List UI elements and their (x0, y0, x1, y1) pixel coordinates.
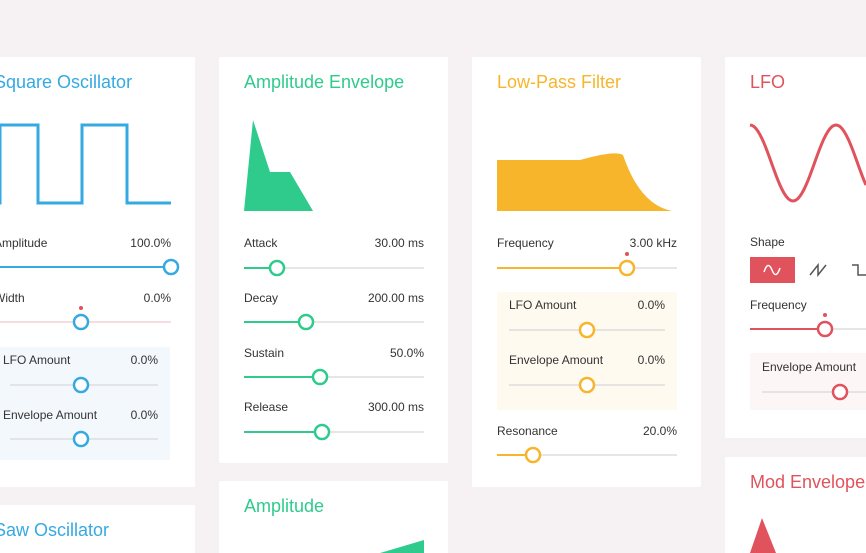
card (472, 57, 701, 487)
slider-knob[interactable] (268, 259, 286, 277)
mod-panel (750, 353, 866, 410)
card-title: Amplitude (244, 496, 324, 516)
control-value: 3.00 kHz (630, 236, 677, 250)
slider-knob[interactable] (72, 376, 90, 394)
slider-knob[interactable] (618, 259, 636, 277)
slider-knob[interactable] (578, 321, 596, 339)
control-value: 100.0% (130, 236, 171, 250)
control-label: Resonance (497, 424, 558, 438)
slider-knob[interactable] (311, 368, 329, 386)
control-value: 0.0% (144, 291, 172, 305)
card-title: Square Oscillator (0, 72, 132, 92)
control-label: Frequency (750, 298, 807, 312)
mod-envelope-shape (750, 518, 776, 553)
control-value: 0.0% (131, 408, 159, 422)
control-label: LFO Amount (3, 353, 71, 367)
control-label: Envelope Amount (509, 353, 604, 367)
control-label: Envelope Amount (762, 360, 857, 374)
control-value: 300.00 ms (368, 400, 424, 414)
card-title: LFO (750, 72, 785, 92)
control-value: 30.00 ms (375, 236, 424, 250)
control-value: 20.0% (643, 424, 677, 438)
mod-dot (625, 252, 629, 256)
square-wave (0, 123, 171, 205)
slider-knob[interactable] (578, 376, 596, 394)
mod-dot (79, 306, 83, 310)
card (0, 505, 195, 553)
lfo-wave (749, 123, 866, 203)
shape-button[interactable] (840, 257, 866, 283)
control-label: Frequency (497, 236, 554, 250)
slider-knob[interactable] (524, 446, 542, 464)
control-value: 0.0% (638, 298, 666, 312)
control-label: Shape (750, 235, 785, 249)
control-label: Attack (244, 236, 278, 250)
control-label: Sustain (244, 346, 284, 360)
saw-icon (809, 262, 827, 278)
card-title: Mod Envelope (750, 472, 865, 492)
control-value: 0.0% (131, 353, 159, 367)
slider-knob[interactable] (72, 313, 90, 331)
envelope-shape (244, 120, 313, 211)
sine-icon (763, 264, 781, 276)
control-label: Amplitude (0, 236, 48, 250)
control-label: Release (244, 400, 288, 414)
card (725, 57, 866, 438)
card-title: Low-Pass Filter (497, 72, 621, 92)
slider-knob[interactable] (313, 423, 331, 441)
card (219, 57, 448, 463)
slider-knob[interactable] (831, 383, 849, 401)
filter-shape (497, 153, 672, 211)
control-value: 50.0% (390, 346, 424, 360)
card-title: Saw Oscillator (0, 520, 109, 540)
control-label: Envelope Amount (3, 408, 98, 422)
control-label: LFO Amount (509, 298, 577, 312)
amplitude-shape (380, 540, 424, 553)
control-value: 0.0% (638, 353, 666, 367)
slider-knob[interactable] (816, 320, 834, 338)
card-title: Amplitude Envelope (244, 72, 404, 92)
control-label: Decay (244, 291, 278, 305)
control-value: 200.00 ms (368, 291, 424, 305)
square-icon (852, 264, 866, 276)
card (219, 481, 448, 553)
slider-knob[interactable] (72, 430, 90, 448)
slider-knob[interactable] (297, 313, 315, 331)
slider-knob[interactable] (162, 258, 180, 276)
control-label: Width (0, 291, 25, 305)
mod-dot (823, 313, 827, 317)
